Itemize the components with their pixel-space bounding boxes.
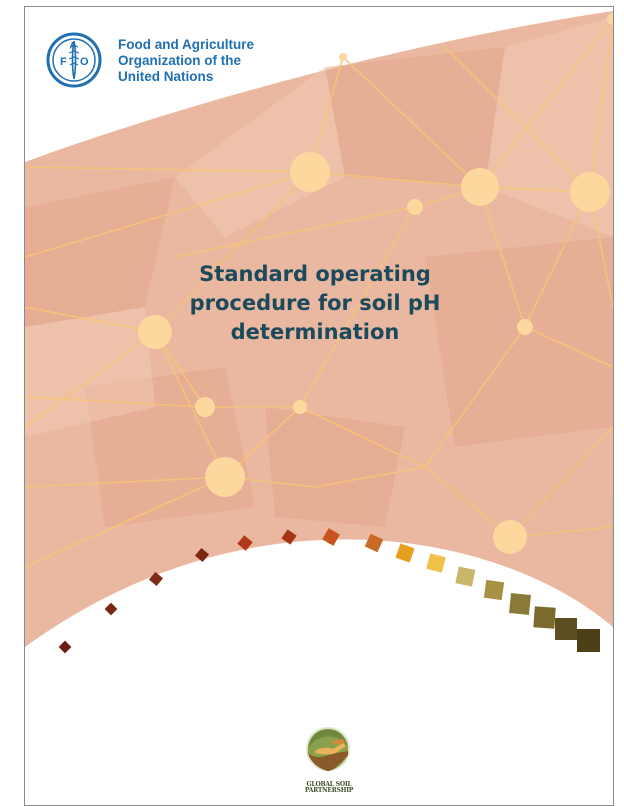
organization-name-line-2: Organization of the: [118, 53, 241, 68]
cover-artwork: [25, 11, 613, 654]
document-title-line-2: procedure for soil pH: [189, 291, 441, 315]
svg-text:A: A: [70, 41, 77, 51]
organization-name-line-3: United Nations: [118, 69, 214, 84]
partner-name-line-1: GLOBAL SOIL: [306, 781, 352, 788]
network-lines: [25, 18, 613, 568]
global-soil-partnership-icon: [293, 725, 363, 801]
global-soil-partnership-label: GLOBAL SOIL PARTNERSHIP: [287, 782, 371, 794]
network-shading: [25, 47, 613, 527]
network-nodes: [138, 13, 613, 554]
svg-text:O: O: [80, 56, 89, 68]
svg-text:F: F: [60, 56, 67, 68]
fao-emblem-icon: F A O: [45, 31, 103, 89]
document-title-line-1: Standard operating: [199, 262, 431, 286]
organization-name: Food and Agriculture Organization of the…: [118, 37, 288, 85]
soil-color-scale-icon: [58, 528, 600, 654]
partner-name-line-2: PARTNERSHIP: [304, 787, 354, 794]
document-title-line-3: determination: [230, 320, 400, 344]
document-cover: F A O Food and Agriculture Organization …: [24, 6, 614, 806]
document-title: Standard operating procedure for soil pH…: [125, 260, 505, 347]
organization-name-line-1: Food and Agriculture: [118, 37, 254, 52]
